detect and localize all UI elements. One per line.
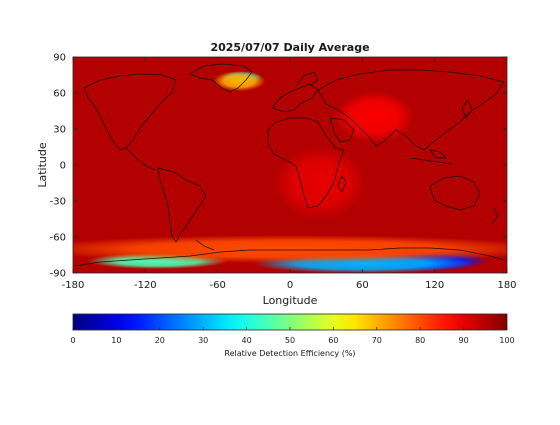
- colorbar-tick-label: 50: [285, 336, 295, 345]
- colorbar-tick-label: 40: [242, 336, 252, 345]
- heatmap-feature: [334, 91, 415, 143]
- y-axis-label: Latitude: [36, 142, 49, 188]
- y-tick-label: -60: [50, 233, 66, 244]
- y-tick-label: -30: [50, 197, 66, 208]
- colorbar-tick-label: 80: [415, 336, 425, 345]
- coastlines: [74, 63, 506, 267]
- colorbar-tick-label: 90: [459, 336, 469, 345]
- y-tick-label: 0: [60, 161, 66, 172]
- y-tick-label: 60: [53, 89, 66, 100]
- colorbar-label: Relative Detection Efficiency (%): [224, 349, 355, 358]
- x-tick-label: -120: [134, 280, 157, 291]
- colorbar-tick-label: 70: [372, 336, 382, 345]
- heatmap-feature: [213, 71, 266, 91]
- heatmap-feature: [73, 235, 507, 263]
- y-tick-label: -90: [50, 269, 66, 280]
- x-tick-label: 120: [425, 280, 444, 291]
- y-axis-ticks: 90 60 30 0 -30 -60 -90: [50, 53, 507, 280]
- heatmap-field: [73, 57, 507, 273]
- x-tick-label: 180: [497, 280, 516, 291]
- x-tick-label: -180: [62, 280, 85, 291]
- x-axis-ticks: -180 -120 -60 0 60 120 180: [62, 57, 517, 291]
- chart-title: 2025/07/07 Daily Average: [210, 41, 369, 54]
- heatmap-feature: [274, 147, 367, 219]
- colorbar-tick-label: 60: [328, 336, 338, 345]
- colorbar-tick-label: 20: [155, 336, 165, 345]
- x-tick-label: -60: [209, 280, 225, 291]
- heatmap-features: [73, 71, 507, 273]
- colorbar-ticks: 0 10 20 30 40 50 60 70 80 90 100: [70, 327, 515, 345]
- x-tick-label: 60: [356, 280, 369, 291]
- colorbar-tick-label: 100: [499, 336, 514, 345]
- x-axis-label: Longitude: [263, 294, 318, 307]
- colorbar-tick-label: 30: [198, 336, 208, 345]
- colorbar-tick-label: 10: [111, 336, 121, 345]
- colorbar-tick-label: 0: [70, 336, 75, 345]
- y-tick-label: 30: [53, 125, 66, 136]
- y-tick-label: 90: [53, 53, 66, 64]
- x-tick-label: 0: [287, 280, 293, 291]
